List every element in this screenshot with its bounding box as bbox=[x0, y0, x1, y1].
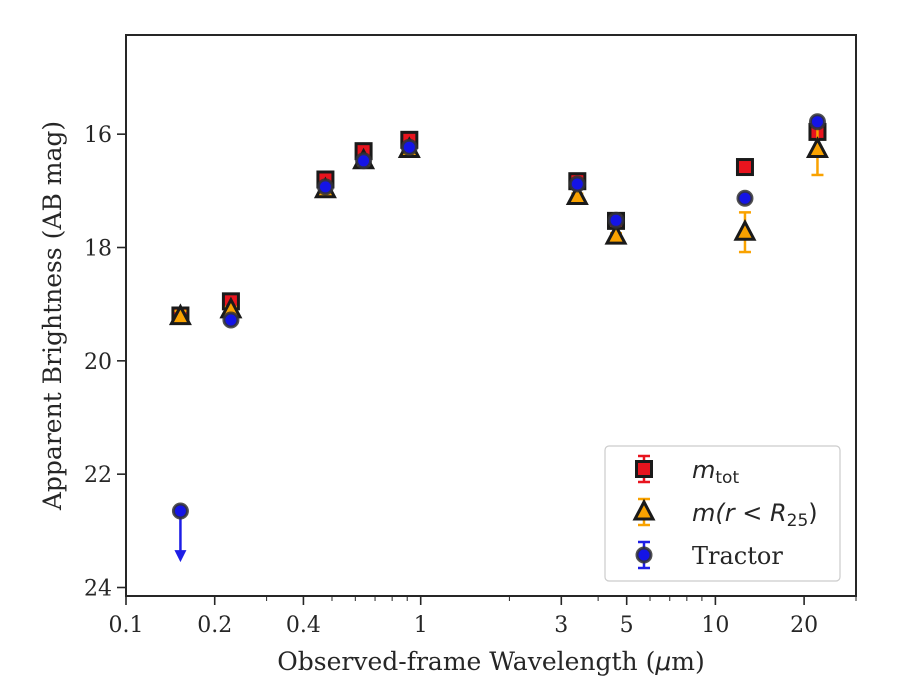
legend-marker bbox=[635, 546, 653, 564]
legend-label-subscript: 25 bbox=[787, 511, 809, 531]
y-tick-label: 24 bbox=[84, 577, 112, 602]
legend-label-main: Tractor bbox=[692, 542, 783, 570]
data-point bbox=[400, 138, 418, 156]
legend-label-main: m(r < R bbox=[692, 499, 787, 527]
x-axis-label-part: m) bbox=[671, 647, 704, 676]
data-point bbox=[222, 311, 240, 329]
legend-box bbox=[604, 445, 841, 582]
data-point bbox=[355, 152, 373, 170]
x-tick-label: 3 bbox=[554, 613, 568, 638]
data-point bbox=[733, 218, 757, 241]
data-point bbox=[171, 502, 189, 520]
data-point bbox=[607, 211, 625, 229]
x-tick-label: 0.2 bbox=[197, 613, 232, 638]
legend-label: Tractor bbox=[692, 542, 783, 570]
y-tick-label: 18 bbox=[84, 237, 112, 262]
x-axis-label-part: μ bbox=[654, 647, 671, 676]
x-tick-label: 20 bbox=[790, 613, 818, 638]
data-point bbox=[736, 189, 754, 207]
data-point bbox=[316, 178, 334, 196]
data-point bbox=[808, 113, 826, 131]
x-tick-label: 5 bbox=[620, 613, 634, 638]
plot-area bbox=[168, 113, 829, 563]
legend-label: mtot bbox=[692, 456, 739, 488]
y-tick-label: 22 bbox=[84, 463, 112, 488]
x-tick-label: 10 bbox=[701, 613, 729, 638]
legend-marker bbox=[635, 460, 653, 478]
x-tick-label: 0.1 bbox=[109, 613, 144, 638]
legend-marker bbox=[632, 498, 656, 521]
upper-limit-arrow bbox=[174, 550, 187, 563]
data-point bbox=[805, 136, 829, 158]
data-point bbox=[568, 175, 586, 193]
axes: 0.1 0.2 0.4 1 3 5 10 20 16 18 20 22 24 Observed-frame… bbox=[38, 34, 857, 676]
series-2 bbox=[171, 113, 826, 563]
x-tick-label: 0.4 bbox=[286, 613, 321, 638]
legend-label: m(r < R25) bbox=[692, 499, 818, 531]
data-point bbox=[168, 303, 192, 326]
x-axis-label: Observed-frame Wavelength (μm) bbox=[277, 647, 704, 676]
series-0 bbox=[171, 122, 827, 325]
legend-label-subscript: tot bbox=[715, 468, 739, 488]
x-tick-label: 1 bbox=[414, 613, 428, 638]
data-point bbox=[735, 158, 754, 177]
legend-label-end: ) bbox=[808, 499, 817, 527]
data-point bbox=[565, 183, 589, 205]
data-point bbox=[604, 222, 628, 245]
y-tick-label: 16 bbox=[84, 123, 112, 148]
series-1 bbox=[168, 122, 829, 326]
plot-frame bbox=[125, 34, 857, 597]
y-axis-label: Apparent Brightness (AB mag) bbox=[38, 121, 67, 511]
y-tick-label: 20 bbox=[84, 350, 112, 375]
legend: mtot m(r < R25) Tractor bbox=[604, 445, 841, 582]
x-axis-label-part: Observed-frame Wavelength ( bbox=[277, 647, 655, 676]
legend-label-main: m bbox=[692, 456, 715, 484]
